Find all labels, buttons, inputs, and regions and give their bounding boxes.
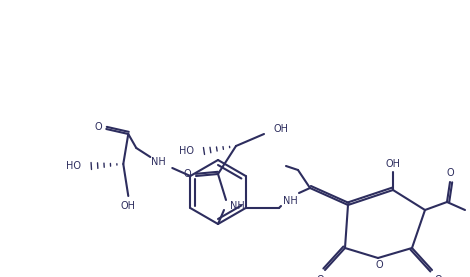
Text: O: O: [183, 169, 191, 179]
Text: HO: HO: [179, 146, 194, 156]
Text: OH: OH: [385, 159, 400, 169]
Text: NH: NH: [282, 196, 298, 206]
Text: O: O: [316, 275, 324, 277]
Text: NH: NH: [230, 201, 245, 211]
Text: HO: HO: [66, 161, 81, 171]
Text: OH: OH: [121, 201, 136, 211]
Text: O: O: [375, 260, 383, 270]
Text: O: O: [434, 275, 442, 277]
Text: OH: OH: [274, 124, 289, 134]
Text: O: O: [446, 168, 454, 178]
Text: O: O: [94, 122, 102, 132]
Text: NH: NH: [151, 157, 165, 167]
